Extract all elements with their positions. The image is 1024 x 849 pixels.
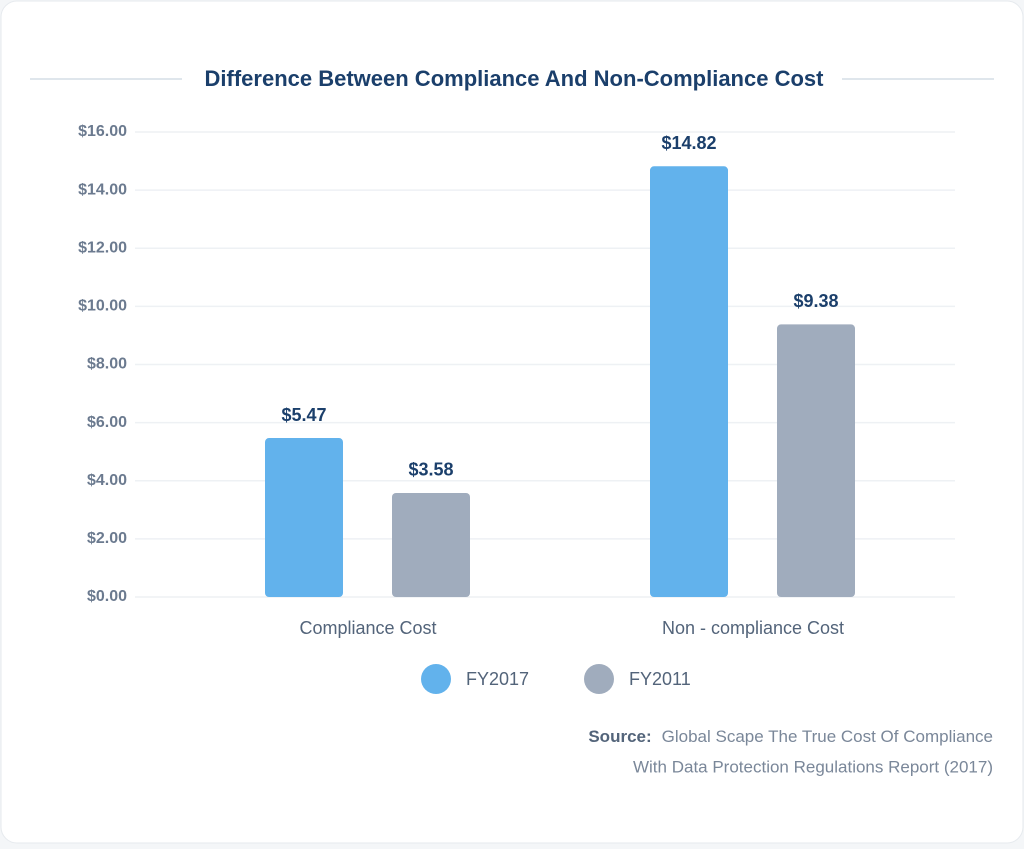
x-tick-label: Compliance Cost bbox=[299, 618, 436, 638]
y-tick-label: $4.00 bbox=[87, 472, 127, 489]
value-label: $5.47 bbox=[281, 405, 326, 425]
y-tick-label: $16.00 bbox=[78, 123, 127, 140]
bar bbox=[650, 166, 728, 597]
y-tick-label: $6.00 bbox=[87, 414, 127, 431]
legend-swatch bbox=[584, 664, 614, 694]
legend-label: FY2017 bbox=[466, 669, 529, 689]
source-label: Source: bbox=[588, 727, 651, 746]
source-text: With Data Protection Regulations Report … bbox=[633, 757, 993, 776]
legend-swatch bbox=[421, 664, 451, 694]
x-tick-label: Non - compliance Cost bbox=[662, 618, 844, 638]
y-tick-label: $14.00 bbox=[78, 181, 127, 198]
y-tick-label: $8.00 bbox=[87, 356, 127, 373]
source-text: Global Scape The True Cost Of Compliance bbox=[662, 727, 993, 746]
value-label: $3.58 bbox=[408, 460, 453, 480]
chart-title: Difference Between Compliance And Non-Co… bbox=[205, 66, 825, 91]
bar bbox=[265, 438, 343, 597]
value-label: $9.38 bbox=[793, 291, 838, 311]
source: Source: Global Scape The True Cost Of Com… bbox=[588, 727, 993, 746]
value-label: $14.82 bbox=[661, 133, 716, 153]
y-tick-label: $10.00 bbox=[78, 298, 127, 315]
bar bbox=[392, 492, 470, 597]
legend-label: FY2011 bbox=[629, 669, 691, 689]
bar bbox=[777, 324, 855, 597]
y-tick-label: $12.00 bbox=[78, 239, 127, 256]
y-tick-label: $2.00 bbox=[87, 530, 127, 547]
y-tick-label: $0.00 bbox=[87, 588, 127, 605]
